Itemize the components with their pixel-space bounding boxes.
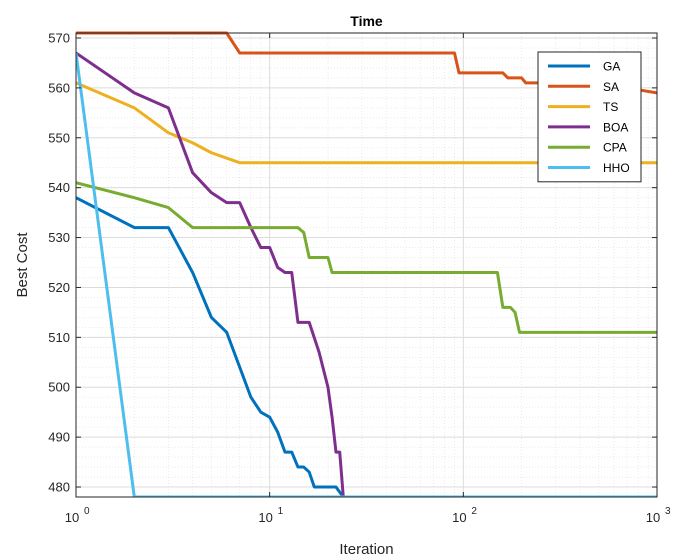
x-tick-label: 10 (646, 510, 660, 525)
y-tick-label: 570 (48, 30, 70, 45)
y-tick-label: 540 (48, 180, 70, 195)
plot-frame (75, 32, 658, 498)
x-tick-exponent: 2 (471, 506, 477, 517)
legend-label-hho: HHO (603, 161, 630, 175)
series-line-ga (76, 196, 657, 497)
x-tick-label: 10 (65, 510, 79, 525)
x-tick-exponent: 3 (665, 506, 671, 517)
y-axis-title: Best Cost (14, 232, 31, 298)
y-tick-label: 520 (48, 280, 70, 295)
series-line-boa (76, 51, 345, 497)
legend: GA SA TS BOA CPA HHO (537, 51, 642, 183)
legend-label-cpa: CPA (603, 141, 627, 155)
x-tick-exponent: 1 (278, 506, 284, 517)
x-tick-label: 10 (258, 510, 272, 525)
series-line-cpa (76, 181, 657, 334)
y-tick-label: 560 (48, 80, 70, 95)
x-tick-exponent: 0 (84, 506, 90, 517)
series-line-ts (76, 81, 657, 165)
y-tick-label: 490 (48, 430, 70, 445)
y-tick-label: 550 (48, 130, 70, 145)
y-tick-label: 510 (48, 330, 70, 345)
legend-label-ga: GA (603, 60, 620, 74)
minor-grid (76, 33, 657, 498)
series-line-hho (76, 52, 657, 497)
y-tick-label: 500 (48, 380, 70, 395)
legend-box (537, 51, 642, 183)
x-tick-label: 10 (452, 510, 466, 525)
legend-label-ts: TS (603, 100, 618, 114)
chart-title: Time (350, 13, 383, 29)
x-axis-title: Iteration (339, 541, 393, 557)
legend-label-boa: BOA (603, 120, 628, 134)
legend-label-sa: SA (603, 80, 619, 94)
y-tick-labels: 480 490 500 510 520 530 540 550 560 570 (48, 30, 70, 494)
x-tick-labels: 10 0 10 1 10 2 10 3 (65, 506, 671, 525)
y-tick-label: 530 (48, 230, 70, 245)
tick-marks (75, 33, 658, 497)
y-tick-label: 480 (48, 480, 70, 495)
major-grid (75, 33, 658, 497)
